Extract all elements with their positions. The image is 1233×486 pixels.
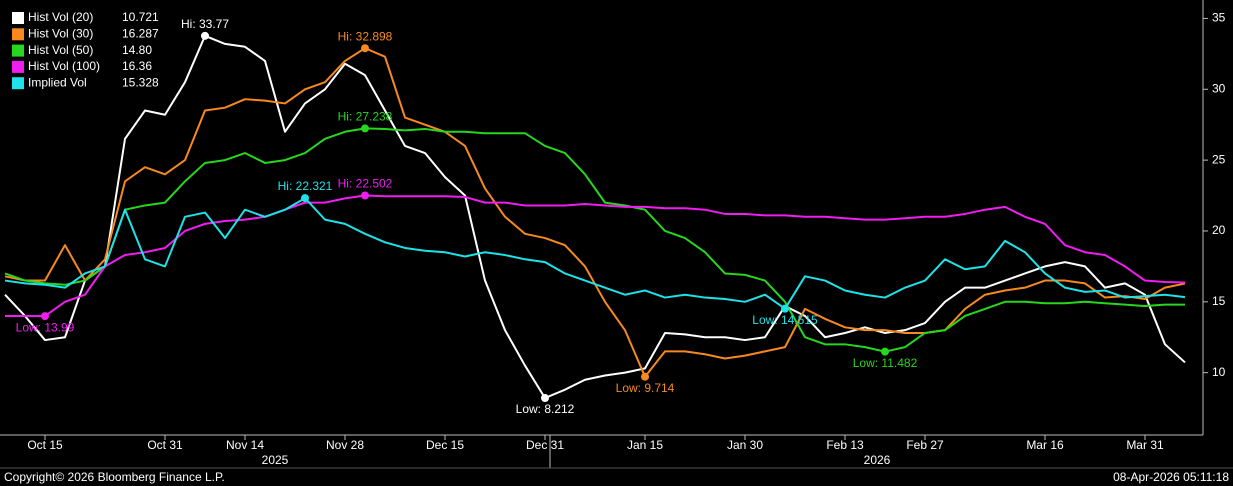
x-tick-label: Dec 31 (526, 438, 564, 452)
extreme-marker (361, 124, 369, 133)
series-line (5, 194, 1186, 318)
y-tick-label: 35 (1212, 11, 1226, 25)
series-line (4, 47, 1186, 378)
extreme-label: Low: 13.99 (16, 320, 75, 334)
x-tick-label: Nov 14 (226, 438, 264, 452)
timestamp: 08-Apr-2026 05:11:18 (1113, 470, 1229, 484)
extreme-marker (201, 31, 209, 40)
year-label: 2025 (262, 453, 289, 467)
x-tick-label: Feb 27 (906, 438, 944, 452)
x-tick-label: Mar 16 (1026, 438, 1064, 452)
legend-label: Implied Vol (28, 75, 87, 89)
extreme-marker (541, 393, 549, 402)
legend-value: 15.328 (122, 75, 159, 89)
extreme-marker (41, 312, 49, 321)
extreme-label: Low: 11.482 (853, 356, 918, 370)
year-label: 2026 (864, 453, 891, 467)
extreme-label: Low: 9.714 (616, 381, 675, 395)
y-tick-label: 15 (1212, 294, 1226, 308)
extreme-marker (781, 304, 789, 313)
y-tick-label: 20 (1212, 223, 1226, 237)
legend-box (2, 6, 164, 94)
source: Copyright© 2026 Bloomberg Finance L.P. (4, 470, 225, 484)
extreme-label: Hi: 27.238 (338, 110, 393, 124)
y-tick-label: 25 (1212, 152, 1226, 166)
extreme-label: Low: 14.515 (752, 313, 818, 327)
legend-label: Hist Vol (100) (28, 59, 100, 73)
legend-value: 10.721 (122, 10, 159, 24)
x-tick-label: Oct 15 (27, 438, 63, 452)
legend-label: Hist Vol (30) (28, 26, 93, 40)
extreme-marker (301, 194, 309, 203)
x-tick-label: Feb 13 (826, 438, 864, 452)
legend-value: 16.287 (122, 26, 159, 40)
x-tick-label: Mar 31 (1126, 438, 1164, 452)
extreme-label: Low: 8.212 (516, 402, 575, 416)
series-line (4, 127, 1185, 353)
y-tick-label: 10 (1212, 365, 1226, 379)
legend-swatch (12, 60, 24, 73)
series-line (4, 197, 1186, 310)
legend-swatch (12, 12, 24, 24)
legend-value: 14.80 (122, 43, 152, 57)
x-tick-label: Nov 28 (326, 438, 364, 452)
extreme-label: Hi: 22.321 (278, 179, 333, 193)
extreme-marker (361, 44, 369, 53)
x-tick-label: Dec 15 (426, 438, 464, 452)
legend-label: Hist Vol (50) (28, 43, 93, 57)
legend-swatch (12, 77, 24, 90)
x-tick-label: Jan 30 (727, 438, 763, 452)
extreme-label: Hi: 33.77 (181, 17, 229, 31)
legend-swatch (12, 44, 24, 57)
x-tick-label: Jan 15 (627, 438, 663, 452)
extreme-marker (641, 372, 649, 381)
extreme-marker (361, 191, 369, 200)
legend-value: 16.36 (122, 59, 152, 73)
series-line (4, 34, 1186, 399)
x-tick-label: Oct 31 (147, 438, 183, 452)
legend-label: Hist Vol (20) (28, 10, 93, 24)
legend-swatch (12, 28, 24, 41)
extreme-label: Hi: 22.502 (338, 177, 393, 191)
y-tick-label: 30 (1212, 81, 1226, 95)
extreme-marker (881, 347, 889, 356)
extreme-label: Hi: 32.898 (338, 29, 393, 43)
